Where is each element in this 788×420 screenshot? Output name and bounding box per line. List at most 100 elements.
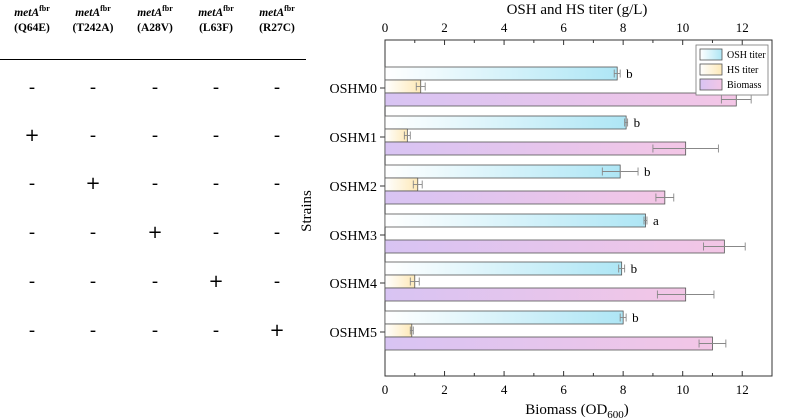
mutation-cell: +	[269, 320, 285, 341]
mutation-cell: -	[89, 222, 97, 243]
column-header-3: metAfbr (A28V)	[125, 4, 185, 36]
table-header-rule	[0, 59, 306, 60]
bottom-tick-label: 6	[560, 382, 567, 397]
mutation-cell: -	[212, 320, 220, 341]
mutation-cell: -	[212, 173, 220, 194]
top-tick-label: 8	[620, 20, 627, 35]
osh-titer-bar	[384, 164, 621, 179]
mutation-cell: -	[151, 173, 159, 194]
y-axis-title: Strains	[299, 190, 315, 232]
significance-letter: b	[631, 261, 638, 276]
significance-letter: b	[632, 310, 639, 325]
biomass-bar	[384, 287, 687, 302]
legend-swatch	[699, 78, 723, 91]
mutation-cell: -	[212, 77, 220, 98]
mutation-cell: -	[151, 125, 159, 146]
legend-label: OSH titer	[727, 50, 766, 61]
strain-label: OSHM3	[330, 229, 377, 244]
mutation-cell: -	[28, 320, 36, 341]
mutation-cell: +	[85, 173, 101, 194]
mutation-cell: -	[28, 222, 36, 243]
biomass-bar	[384, 190, 666, 205]
mutation-cell: -	[151, 320, 159, 341]
strain-label: OSHM0	[330, 82, 377, 97]
legend-swatch	[699, 48, 723, 61]
mutation-cell: -	[151, 271, 159, 292]
top-tick-label: 4	[501, 20, 508, 35]
column-header-5: metAfbr (R27C)	[247, 4, 307, 36]
gene-name: metA	[14, 7, 40, 19]
mutation-cell: +	[24, 125, 40, 146]
mutation-cell: -	[28, 271, 36, 292]
top-tick-label: 6	[560, 20, 567, 35]
bottom-tick-label: 0	[382, 382, 389, 397]
mutation-cell: -	[28, 77, 36, 98]
significance-letter: a	[653, 213, 659, 228]
bottom-tick-label: 12	[736, 382, 749, 397]
significance-letter: b	[644, 164, 651, 179]
hs-titer-bar	[384, 323, 413, 338]
gene-name: metA	[259, 7, 285, 19]
biomass-bar	[384, 239, 725, 254]
legend-label: Biomass	[727, 80, 762, 91]
plot-frame	[384, 39, 773, 377]
bottom-tick-label: 10	[676, 382, 689, 397]
column-header-1: metAfbr (Q64E)	[2, 4, 62, 36]
mutation-cell: +	[208, 271, 224, 292]
top-tick-label: 2	[441, 20, 448, 35]
strain-label: OSHM5	[330, 326, 377, 341]
legend-label: HS titer	[727, 65, 759, 76]
mutation-cell: -	[89, 271, 97, 292]
bottom-tick-label: 2	[441, 382, 448, 397]
mutation-label: (L63F)	[199, 22, 233, 34]
osh-titer-bar	[384, 310, 624, 325]
column-header-4: metAfbr (L63F)	[186, 4, 246, 36]
strain-label: OSHM2	[330, 180, 377, 195]
mutation-label: (R27C)	[259, 22, 295, 34]
bottom-tick-label: 8	[620, 382, 627, 397]
top-tick-label: 0	[382, 20, 389, 35]
gene-superscript: fbr	[223, 4, 234, 14]
mutation-cell: -	[212, 222, 220, 243]
osh-titer-bar	[384, 213, 646, 228]
mutation-cell: -	[273, 77, 281, 98]
top-axis-title: OSH and HS titer (g/L)	[507, 2, 648, 18]
mutation-cell: +	[147, 222, 163, 243]
mutation-label: (Q64E)	[14, 22, 50, 34]
significance-letter: b	[626, 66, 633, 81]
gene-name: metA	[75, 7, 101, 19]
gene-superscript: fbr	[284, 4, 295, 14]
mutation-cell: -	[212, 125, 220, 146]
mutation-cell: -	[151, 77, 159, 98]
hs-titer-bar	[384, 79, 422, 94]
gene-superscript: fbr	[39, 4, 50, 14]
biomass-bar	[384, 92, 737, 107]
mutation-label: (A28V)	[137, 22, 173, 34]
osh-titer-bar	[384, 115, 627, 130]
biomass-bar	[384, 336, 713, 351]
mutation-cell: -	[273, 222, 281, 243]
mutation-label: (T242A)	[72, 22, 114, 34]
strain-label: OSHM4	[330, 277, 377, 292]
mutation-cell: -	[89, 77, 97, 98]
significance-letter: b	[634, 115, 641, 130]
column-header-2: metAfbr (T242A)	[63, 4, 123, 36]
mutation-table: metAfbr (Q64E) metAfbr (T242A) metAfbr (A28V)…	[0, 0, 330, 420]
mutation-cell: -	[273, 125, 281, 146]
mutation-cell: -	[28, 173, 36, 194]
gene-superscript: fbr	[100, 4, 111, 14]
osh-titer-bar	[384, 261, 623, 276]
biomass-bar	[384, 141, 687, 156]
top-tick-label: 10	[676, 20, 689, 35]
mutation-cell: -	[89, 320, 97, 341]
gene-name: metA	[137, 7, 163, 19]
top-tick-label: 12	[736, 20, 749, 35]
mutation-cell: -	[273, 173, 281, 194]
bottom-axis-title: Biomass (OD600)	[525, 402, 629, 420]
strain-label: OSHM1	[330, 131, 377, 146]
osh-titer-bar	[384, 66, 618, 81]
gene-superscript: fbr	[162, 4, 173, 14]
gene-name: metA	[198, 7, 224, 19]
bottom-tick-label: 4	[501, 382, 508, 397]
